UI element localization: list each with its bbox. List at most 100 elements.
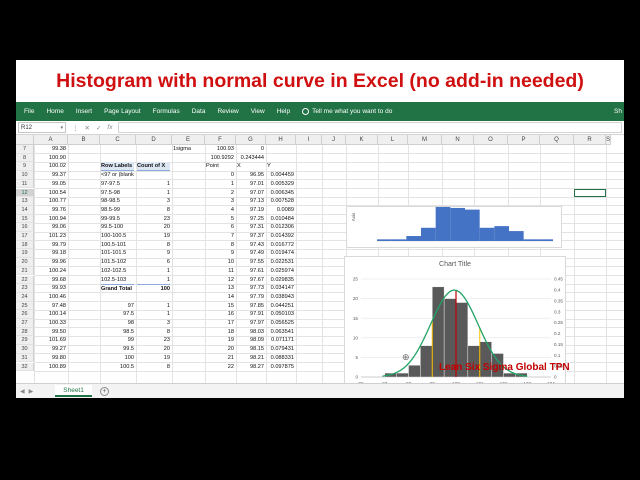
bin-value[interactable]: 100 xyxy=(124,354,134,361)
sigma-mean[interactable]: 100.9292 xyxy=(210,154,234,161)
bin-count[interactable]: 8 xyxy=(166,363,170,370)
point-index[interactable]: 2 xyxy=(230,189,234,196)
point-y[interactable]: 0.088331 xyxy=(270,354,294,361)
ribbon-tab-formulas[interactable]: Formulas xyxy=(152,108,180,115)
sigma-value[interactable]: 100.93 xyxy=(216,146,234,152)
row-header[interactable]: 26 xyxy=(16,310,34,319)
pivot-row-count[interactable]: 1 xyxy=(166,267,170,274)
pivot-row-label[interactable]: 101.5-102 xyxy=(101,259,127,266)
chart-title[interactable]: Chart Title xyxy=(439,261,471,268)
bin-count[interactable]: 19 xyxy=(163,354,170,361)
column-header[interactable]: A xyxy=(34,135,68,145)
pivot-row-count[interactable]: 23 xyxy=(163,215,170,222)
pivot-row-count[interactable]: 8 xyxy=(166,206,170,213)
point-y[interactable]: 0.063541 xyxy=(270,328,294,335)
name-box[interactable]: R12 ▾ xyxy=(18,122,66,133)
pivot-total-label[interactable]: Grand Total xyxy=(101,284,134,293)
column-header[interactable]: I xyxy=(296,135,322,145)
bin-value[interactable]: 97 xyxy=(127,302,134,309)
cell-a[interactable]: 100.02 xyxy=(48,163,66,170)
pivot-total-value[interactable]: 100 xyxy=(137,284,170,293)
more-options-icon[interactable]: ⋮ xyxy=(72,124,79,132)
pivot-row-count[interactable]: 3 xyxy=(166,198,170,205)
row-header[interactable]: 21 xyxy=(16,266,34,276)
points-header-x[interactable]: X xyxy=(237,163,241,170)
point-index[interactable]: 0 xyxy=(230,172,234,179)
cell-a[interactable]: 100.54 xyxy=(48,189,66,196)
pivot-row-label[interactable]: 99.5-100 xyxy=(101,224,124,231)
point-index[interactable]: 18 xyxy=(227,328,234,335)
point-y[interactable]: 0.056525 xyxy=(270,320,294,326)
point-x[interactable]: 97.31 xyxy=(250,224,264,231)
sigma-pdf[interactable]: 0.243444 xyxy=(240,154,264,161)
cell-a[interactable]: 99.50 xyxy=(52,328,66,335)
pivot-row-label[interactable]: 98-98.5 xyxy=(101,198,120,205)
point-y[interactable]: 0.019474 xyxy=(270,250,294,257)
point-x[interactable]: 98.15 xyxy=(250,346,264,353)
cell-a[interactable]: 99.96 xyxy=(52,259,66,266)
row-header[interactable]: 8 xyxy=(16,153,34,163)
pivot-row-label[interactable]: 100.5-101 xyxy=(101,241,127,248)
row-header[interactable]: 28 xyxy=(16,327,34,337)
pivot-row-label[interactable]: 98.5-99 xyxy=(101,206,120,213)
point-index[interactable]: 14 xyxy=(227,293,234,300)
point-y[interactable]: 0.012306 xyxy=(270,224,294,231)
cell-a[interactable]: 99.18 xyxy=(52,250,66,257)
point-index[interactable]: 19 xyxy=(227,337,234,344)
pivot-row-label[interactable]: 100-100.5 xyxy=(101,233,127,239)
point-x[interactable]: 97.79 xyxy=(250,293,264,300)
chevron-down-icon[interactable]: ▾ xyxy=(60,125,63,131)
tab-sheet1[interactable]: Sheet1 xyxy=(55,385,92,397)
column-header[interactable]: P xyxy=(508,135,540,145)
row-header[interactable]: 14 xyxy=(16,205,34,215)
point-x[interactable]: 97.07 xyxy=(250,189,264,196)
pivot-row-label[interactable]: 101-101.5 xyxy=(101,250,127,257)
cell-a[interactable]: 99.79 xyxy=(52,241,66,248)
row-header[interactable]: 19 xyxy=(16,249,34,259)
column-header[interactable]: Q xyxy=(540,135,574,145)
point-x[interactable]: 98.27 xyxy=(250,363,264,370)
ribbon-tab-insert[interactable]: Insert xyxy=(75,108,93,115)
point-x[interactable]: 97.37 xyxy=(250,233,264,239)
point-index[interactable]: 3 xyxy=(230,198,234,205)
point-index[interactable]: 13 xyxy=(227,285,234,292)
point-y[interactable]: 0.006345 xyxy=(270,189,294,196)
pivot-row-count[interactable]: 20 xyxy=(163,224,170,231)
row-header[interactable]: 7 xyxy=(16,145,34,154)
cancel-icon[interactable]: ✕ xyxy=(84,124,90,132)
row-header[interactable]: 9 xyxy=(16,162,34,172)
cell-a[interactable]: 100.24 xyxy=(48,267,66,274)
point-index[interactable]: 10 xyxy=(227,259,234,266)
column-header[interactable]: S xyxy=(606,135,612,145)
pivot-row-count[interactable]: 6 xyxy=(166,259,170,266)
bin-count[interactable]: 20 xyxy=(163,346,170,353)
bin-count[interactable]: 3 xyxy=(166,320,170,326)
pivot-row-count[interactable]: 9 xyxy=(166,250,170,257)
point-x[interactable]: 97.97 xyxy=(250,320,264,326)
point-index[interactable]: 8 xyxy=(230,241,234,248)
column-header[interactable]: H xyxy=(266,135,296,145)
bin-count[interactable]: 23 xyxy=(163,337,170,344)
point-y[interactable]: 0.044251 xyxy=(270,302,294,309)
point-y[interactable]: 0.038943 xyxy=(270,293,294,300)
point-y[interactable]: 0.079431 xyxy=(270,346,294,353)
point-x[interactable]: 98.09 xyxy=(250,337,264,344)
row-header[interactable]: 31 xyxy=(16,353,34,363)
row-header[interactable]: 13 xyxy=(16,197,34,206)
point-y[interactable]: 0.010484 xyxy=(270,215,294,222)
bin-value[interactable]: 99.5 xyxy=(123,346,134,353)
pivot-row-label[interactable]: 97-97.5 xyxy=(101,180,120,187)
sigma-zero[interactable]: 0 xyxy=(260,146,264,152)
column-header[interactable]: B xyxy=(68,135,100,145)
point-y[interactable]: 0.097875 xyxy=(270,363,294,370)
row-header[interactable]: 11 xyxy=(16,179,34,189)
point-x[interactable]: 98.21 xyxy=(250,354,264,361)
add-sheet-icon[interactable]: + xyxy=(99,386,109,396)
cell-a[interactable]: 99.38 xyxy=(52,146,66,152)
point-index[interactable]: 6 xyxy=(230,224,234,231)
column-header[interactable]: N xyxy=(442,135,474,145)
cell-a[interactable]: 97.48 xyxy=(52,302,66,309)
cell-a[interactable]: 101.23 xyxy=(48,233,66,239)
cell-a[interactable]: 100.46 xyxy=(48,293,66,300)
ribbon-tab-help[interactable]: Help xyxy=(276,108,291,115)
